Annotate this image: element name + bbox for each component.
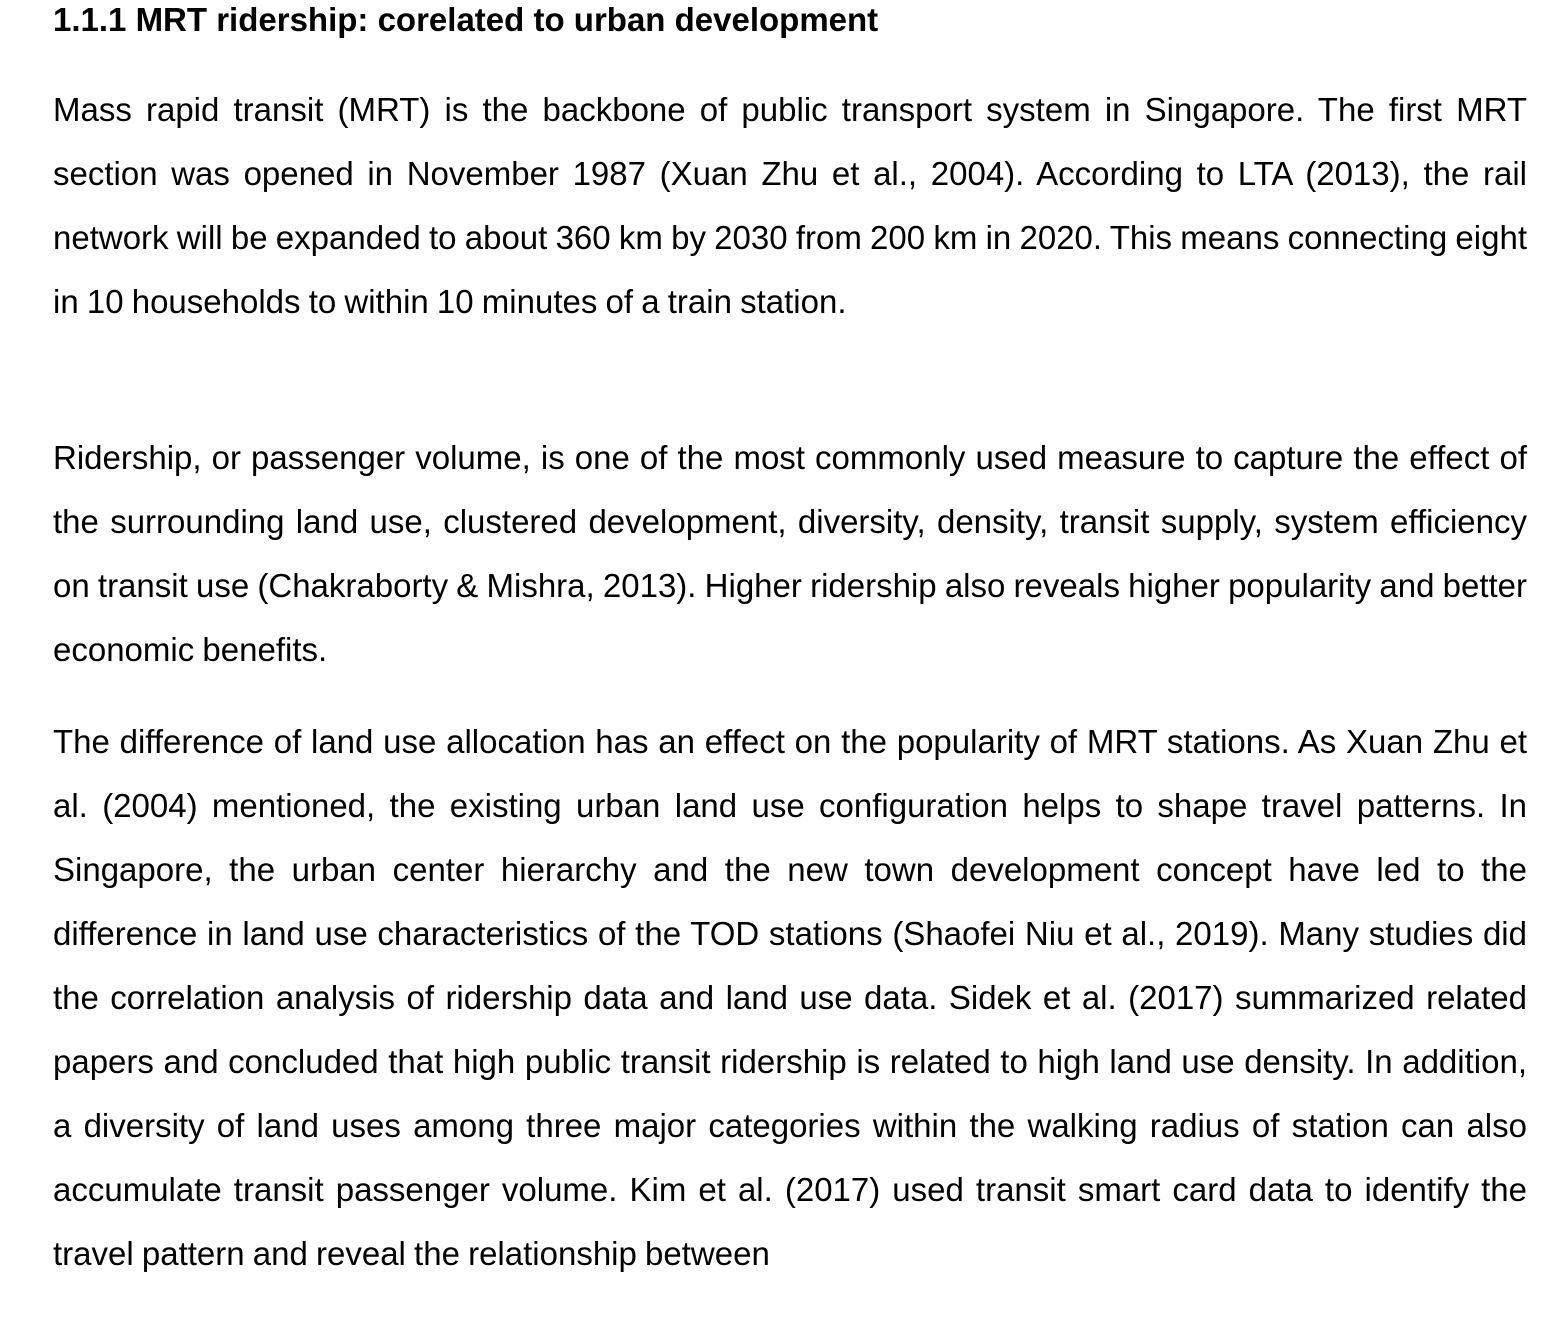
paragraph-land-use-effect: The difference of land use allocation ha… <box>53 723 1527 1272</box>
document-page: 1.1.1 MRT ridership: corelated to urban … <box>53 0 1527 1272</box>
paragraph-mrt-overview: Mass rapid transit (MRT) is the backbone… <box>53 91 1527 320</box>
paragraph-ridership-definition: Ridership, or passenger volume, is one o… <box>53 439 1527 668</box>
section-heading: 1.1.1 MRT ridership: corelated to urban … <box>53 1 879 38</box>
